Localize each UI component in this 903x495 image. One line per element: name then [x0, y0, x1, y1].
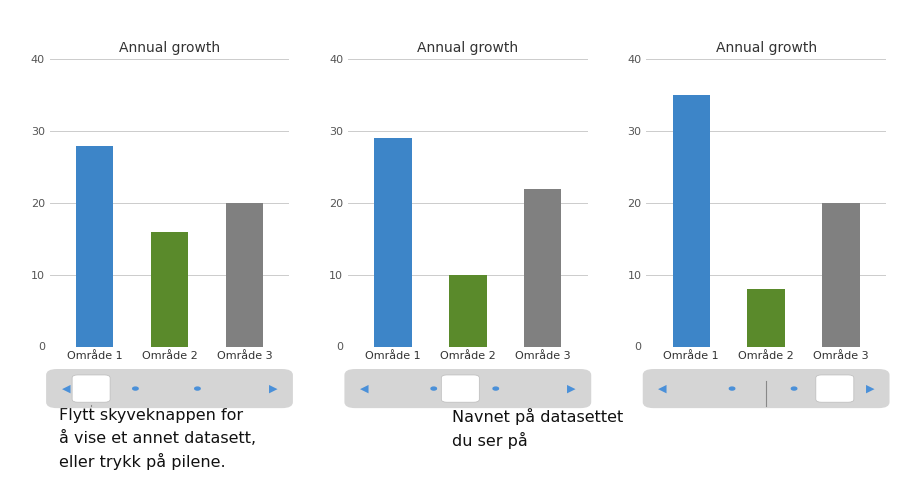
Text: ◀: ◀ [359, 384, 368, 394]
Text: ◀: ◀ [61, 384, 70, 394]
Bar [672, 95, 709, 346]
Text: 2013: 2013 [154, 396, 184, 408]
Text: 2015: 2015 [750, 396, 780, 408]
Text: ▶: ▶ [567, 384, 575, 394]
Bar [76, 146, 113, 346]
Text: ▶: ▶ [269, 384, 277, 394]
Bar [151, 232, 188, 346]
Bar [747, 289, 784, 346]
Text: Flytt skyveknappen for
å vise et annet datasett,
eller trykk på pilene.: Flytt skyveknappen for å vise et annet d… [59, 408, 256, 470]
Text: ▶: ▶ [865, 384, 873, 394]
Title: Annual growth: Annual growth [715, 42, 815, 55]
Title: Annual growth: Annual growth [119, 42, 219, 55]
Bar [822, 203, 859, 346]
Title: Annual growth: Annual growth [417, 42, 517, 55]
Text: 2014: 2014 [452, 396, 482, 408]
Text: Navnet på datasettet
du ser på: Navnet på datasettet du ser på [452, 408, 622, 449]
Bar [226, 203, 263, 346]
Bar [524, 189, 561, 346]
Text: ◀: ◀ [657, 384, 666, 394]
Bar [374, 139, 411, 346]
Bar [449, 275, 486, 346]
